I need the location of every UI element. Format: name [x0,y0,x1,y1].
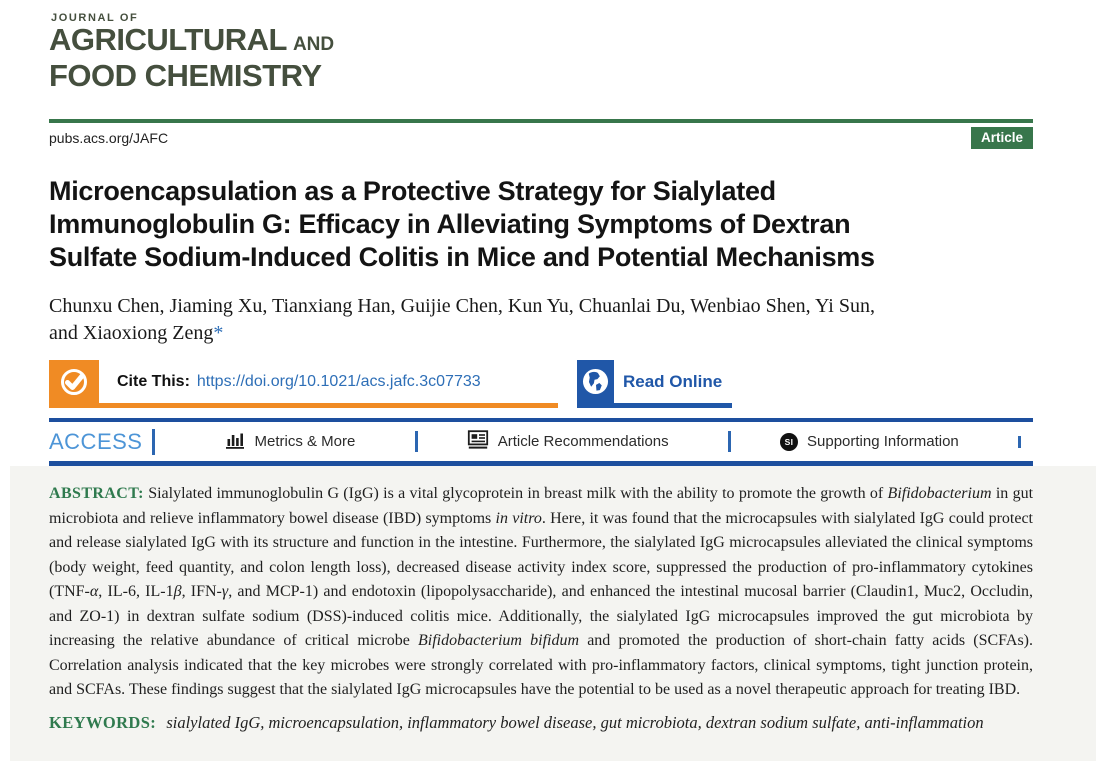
journal-name-and: AND [292,34,335,55]
authors-line2: and Xiaoxiong Zeng [49,322,214,344]
title-line: Microencapsulation as a Protective Strat… [49,176,776,206]
title-line: Sulfate Sodium-Induced Colitis in Mice a… [49,242,875,272]
access-bar-top-rule [49,418,1033,422]
journal-kicker: JOURNAL OF [51,12,139,24]
article-recommendations-link[interactable]: Article Recommendations [467,430,669,453]
access-bar-bottom-rule [49,461,1033,466]
globe-icon [577,360,614,403]
corresponding-author-asterisk[interactable]: * [213,322,224,344]
abstract-label: ABSTRACT: [49,485,144,502]
abstract-body: Sialylated immunoglobulin G (IgG) is a v… [49,485,1034,698]
read-online-label: Read Online [623,371,723,391]
article-title: Microencapsulation as a Protective Strat… [49,175,1033,274]
keywords-text: sialylated IgG, microencapsulation, infl… [166,712,984,732]
metrics-and-more-link[interactable]: Metrics & More [225,431,355,453]
keywords-label: KEYWORDS: [49,712,157,732]
cite-this-box: Cite This: https://doi.org/10.1021/acs.j… [49,360,558,408]
si-circle-icon: SI [780,432,798,451]
bar-chart-icon [225,431,245,453]
access-separator [414,431,418,452]
abstract-paragraph: ABSTRACT: Sialylated immunoglobulin G (I… [49,482,1033,703]
keywords-line: KEYWORDS: sialylated IgG, microencapsula… [49,713,1033,733]
doi-link[interactable]: https://doi.org/10.1021/acs.jafc.3c07733 [196,372,481,390]
journal-url-link[interactable]: pubs.acs.org/JAFC [49,129,169,146]
title-line: Immunoglobulin G: Efficacy in Alleviatin… [49,209,851,239]
supporting-information-link[interactable]: SI Supporting Information [780,432,959,451]
cite-read-row: Cite This: https://doi.org/10.1021/acs.j… [49,360,1033,408]
supporting-information-label: Supporting Information [807,433,959,450]
article-recommendations-icon [467,430,489,453]
header-divider [49,119,1033,123]
cite-this-label: Cite This: [117,372,190,390]
journal-logo: JOURNAL OF AGRICULTURAL AND FOOD CHEMISTR… [49,0,1033,91]
access-separator [1017,435,1021,448]
access-separator [152,428,156,455]
access-link[interactable]: ACCESS [49,428,143,454]
access-separator [727,431,731,452]
author-list: Chunxu Chen, Jiaming Xu, Tianxiang Han, … [49,293,1033,347]
abstract-panel: ABSTRACT: Sialylated immunoglobulin G (I… [10,466,1096,761]
access-items: Metrics & More Article Re [155,430,1033,453]
article-recommendations-label: Article Recommendations [497,433,669,450]
header-row: pubs.acs.org/JAFC Article [49,126,1033,149]
article-type-badge: Article [971,126,1033,149]
journal-name-line2: FOOD CHEMISTRY [49,58,322,93]
check-circle-icon [49,360,99,403]
journal-name-line1: AGRICULTURAL AND [49,22,335,57]
access-bar: ACCESS Metrics & More [49,422,1033,461]
read-online-button[interactable]: Read Online [577,360,732,408]
authors-line1: Chunxu Chen, Jiaming Xu, Tianxiang Han, … [49,295,875,317]
metrics-and-more-label: Metrics & More [254,433,356,450]
